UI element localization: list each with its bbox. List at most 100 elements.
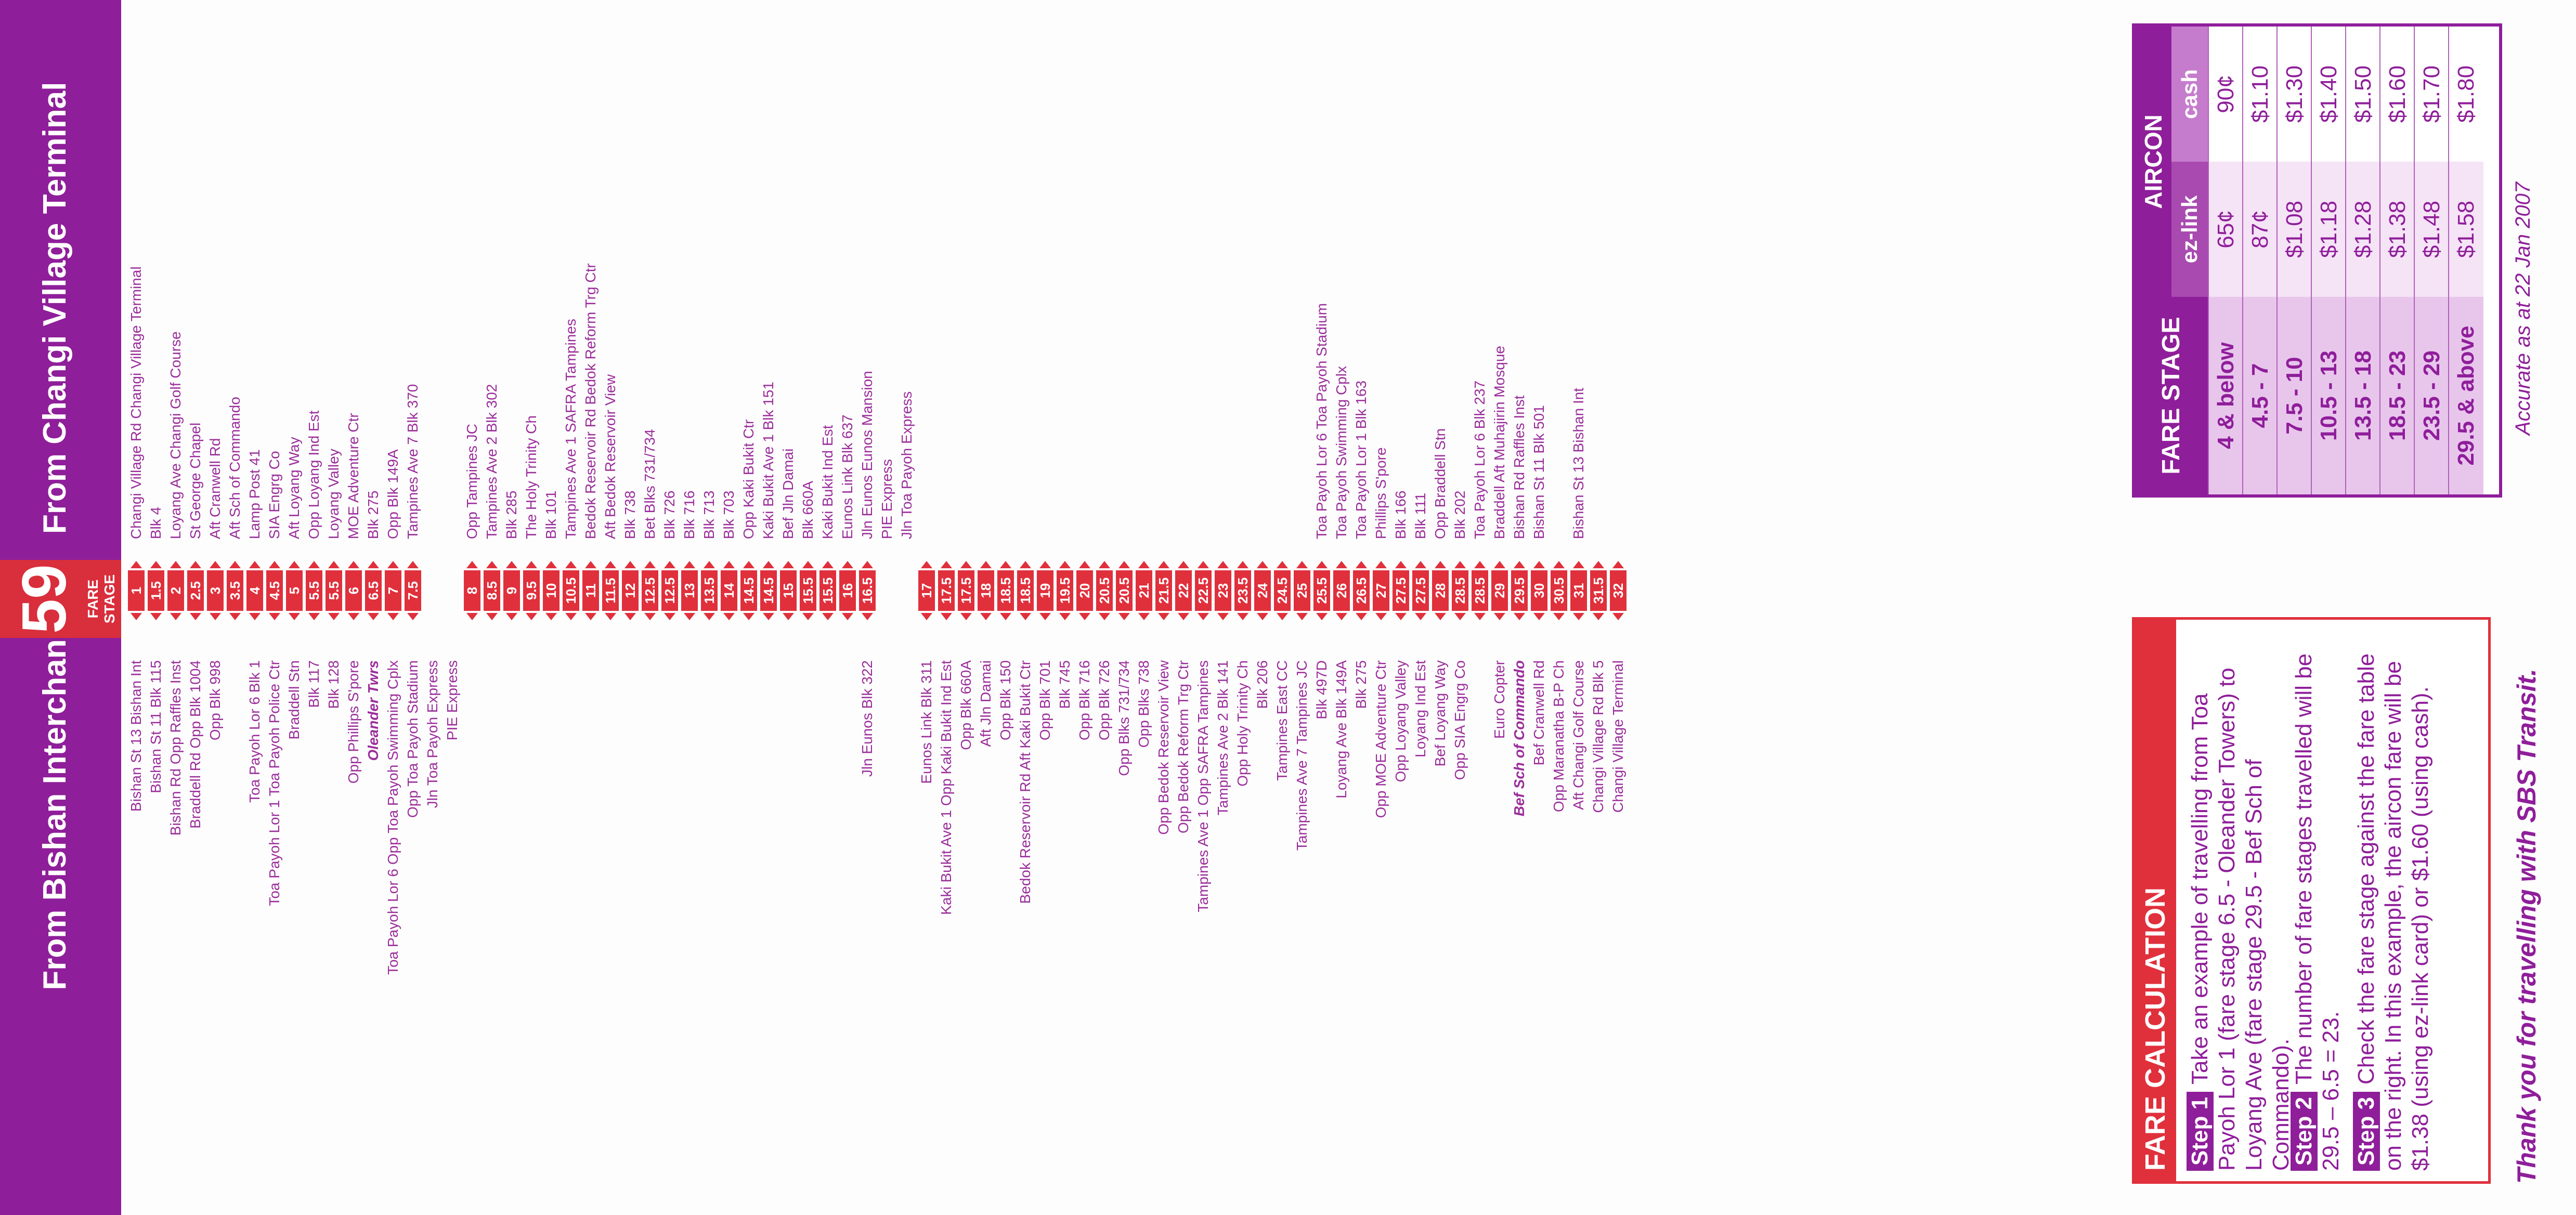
fare-stage-marker: 21.5 (1155, 570, 1172, 611)
fare-table-ezlink-cell: $1.38 (2379, 162, 2415, 297)
fare-stage-marker: 28.5 (1452, 570, 1468, 611)
stop-row: Opp Bedok Reform Trg Ctr 22 (1175, 0, 1192, 1215)
stop-row: 28.5 Toa Payoh Lor 6 Blk 237 (1471, 0, 1489, 1215)
right-stop-name: Bedok Reservoir Rd Bedok Reform Trg Ctr (582, 263, 599, 539)
right-stop-name: Aft Bedok Reservoir View (602, 374, 618, 539)
stop-row: Bef Cranwell Rd 30 Bishan St 11 Blk 501 (1530, 0, 1548, 1215)
left-stop-name: Opp Blk 150 (997, 660, 1013, 741)
fare-stage-marker: 16.5 (859, 570, 876, 611)
right-stop-name: Aft Cranwell Rd (207, 438, 223, 539)
right-stop-name: Blk 202 (1452, 490, 1468, 539)
stop-row: Bef Loyang Way 28 Opp Braddell Stn (1432, 0, 1449, 1215)
stop-row: Opp Blks 738 21 (1135, 0, 1153, 1215)
right-stop-name: Braddell Aft Muhajirin Mosque (1491, 346, 1507, 539)
left-stop-name: Opp Blk 726 (1096, 660, 1112, 741)
left-stop-name: Blk 497D (1313, 660, 1330, 720)
fare-stage-marker: 19 (1037, 570, 1053, 611)
fare-stage-marker: 2.5 (187, 570, 204, 611)
stop-row: 8.5 Tampines Ave 2 Blk 302 (483, 0, 501, 1215)
fare-table-ezlink-cell: $1.28 (2345, 162, 2380, 297)
left-stop-name: Loyang Ave Blk 149A (1333, 660, 1349, 799)
fare-stage-marker: 27.5 (1412, 570, 1429, 611)
stop-row: Braddell Rd Opp Blk 1004 2.5 St George Cha… (187, 0, 204, 1215)
stop-row: Opp Blk 726 20.5 (1096, 0, 1113, 1215)
right-stop-name: Tampines Ave 7 Blk 370 (405, 384, 421, 539)
left-stop-name: Bef Loyang Way (1432, 660, 1448, 767)
stop-row: Opp Loyang Valley 27.5 Blk 166 (1392, 0, 1410, 1215)
fare-table-stage-cell: 10.5 - 13 (2311, 297, 2346, 494)
right-stop-name: St George Chapel (187, 422, 203, 539)
stop-row: Blk 206 24 (1254, 0, 1271, 1215)
stop-row: Tampines Ave 7 Tampines JC 25 (1293, 0, 1311, 1215)
fare-calculation-box: FARE CALCULATION Step 1Take an example o… (2132, 617, 2491, 1184)
fare-stage-marker (444, 570, 461, 611)
fare-stage-marker: 18 (978, 570, 994, 611)
fare-table-ezlink-header: ez-link (2171, 162, 2208, 297)
left-stop-name: Toa Payoh Lor 6 Opp Toa Payoh Swimming C… (385, 660, 401, 975)
fare-table-stage-cell: 23.5 - 29 (2414, 297, 2449, 494)
fare-stage-marker: 24 (1254, 570, 1271, 611)
left-stop-name: Bedok Reservoir Rd Aft Kaki Bukit Ctr (1017, 660, 1033, 904)
stop-row: Opp Phillips S'pore 6 MOE Adventure Ctr (345, 0, 362, 1215)
right-stop-name: Blk 716 (681, 490, 697, 539)
right-stop-name: Kaki Bukit Ind Est (819, 425, 836, 539)
thank-you-note: Thank you for travelling with SBS Transi… (2512, 669, 2541, 1184)
stop-row: Opp Holy Trinity Ch 23.5 (1234, 0, 1252, 1215)
stop-row: Opp Blk 701 19 (1036, 0, 1054, 1215)
fare-stage-marker: 31 (1570, 570, 1587, 611)
left-stop-name: Tampines Ave 1 Opp SAFRA Tampines (1195, 660, 1211, 912)
left-stop-name: Bishan Rd Opp Raffles Inst (167, 660, 184, 836)
left-stop-name: Braddell Rd Opp Blk 1004 (187, 660, 203, 829)
stop-row: Toa Payoh Lor 1 Toa Payoh Police Ctr 4.5 S… (266, 0, 283, 1215)
fare-stage-marker: 21 (1136, 570, 1152, 611)
left-stop-name: Tampines Ave 7 Tampines JC (1294, 660, 1310, 851)
fare-stage-marker: 7 (385, 570, 401, 611)
right-stop-name: Blk 738 (622, 490, 638, 539)
stop-row: 9 Blk 285 (503, 0, 521, 1215)
fare-table-stage-header: FARE STAGE (2135, 297, 2208, 494)
stop-row: Toa Payoh Lor 6 Blk 1 4 Lamp Post 41 (246, 0, 264, 1215)
right-stop-name: Toa Payoh Swimming Cplx (1333, 365, 1349, 539)
stop-row: Blk 117 5.5 Opp Loyang Ind Est (305, 0, 323, 1215)
right-stop-name: Bef Jln Damai (780, 448, 796, 539)
fare-stage-marker: 22 (1175, 570, 1192, 611)
left-stop-name: Aft Changi Golf Course (1570, 660, 1586, 810)
left-stop-name: Blk 117 (306, 660, 322, 708)
stop-row: Opp Blk 150 18.5 (997, 0, 1014, 1215)
fare-stage-marker: 23 (1215, 570, 1231, 611)
fare-table-stage-cell: 18.5 - 23 (2379, 297, 2415, 494)
stop-row: Opp SIA Engrg Co 28.5 Blk 202 (1451, 0, 1469, 1215)
left-stop-name: Jln Eunos Blk 322 (859, 660, 875, 777)
fare-stage-marker: 4 (246, 570, 263, 611)
right-stop-name: Opp Tampines JC (464, 423, 480, 539)
fare-stage-marker: 13 (681, 570, 698, 611)
fare-stage-marker: 6 (345, 570, 362, 611)
right-stop-name: SIA Engrg Co (266, 451, 282, 539)
stop-row: Opp Blks 731/734 20.5 (1115, 0, 1133, 1215)
stop-list: Bishan St 13 Bishan Int 1 Changi Village R… (127, 0, 2103, 1215)
right-stop-name: Blk 703 (721, 490, 737, 539)
stop-row: 15 Bef Jln Damai (779, 0, 797, 1215)
header-left: From Bishan Interchange (0, 555, 121, 1215)
left-stop-name: Oleander Twrs (365, 660, 381, 761)
right-stop-name: Toa Payoh Lor 1 Blk 163 (1353, 380, 1369, 539)
step-3: Step 3Check the fare stage against the f… (2353, 630, 2434, 1171)
stop-row: 15.5 Blk 660A (799, 0, 817, 1215)
fare-stage-marker: 15.5 (819, 570, 836, 611)
left-stop-name: Loyang Ind Est (1412, 660, 1428, 757)
fare-stage-marker: 20.5 (1116, 570, 1133, 611)
fare-table-stage-cell: 4 & below (2208, 297, 2243, 494)
right-stop-name: Lamp Post 41 (246, 449, 263, 539)
route-number-badge: 59 FARE STAGE (0, 560, 121, 638)
fare-stage-marker: 5.5 (306, 570, 322, 611)
right-stop-name: Tampines Ave 1 SAFRA Tampines (563, 319, 579, 539)
fare-stage-marker: 18.5 (1017, 570, 1034, 611)
fare-table-stage-cell: 4.5 - 7 (2242, 297, 2278, 494)
stop-row: 10.5 Tampines Ave 1 SAFRA Tampines (562, 0, 580, 1215)
right-stop-name: Changi Village Rd Changi Village Termina… (128, 266, 144, 539)
fare-stage-marker: 5 (286, 570, 303, 611)
stop-row: 11.5 Aft Bedok Reservoir View (602, 0, 619, 1215)
stop-row: 11 Bedok Reservoir Rd Bedok Reform Trg Ct… (582, 0, 600, 1215)
right-stop-name: Opp Kaki Bukit Ctr (740, 419, 757, 539)
